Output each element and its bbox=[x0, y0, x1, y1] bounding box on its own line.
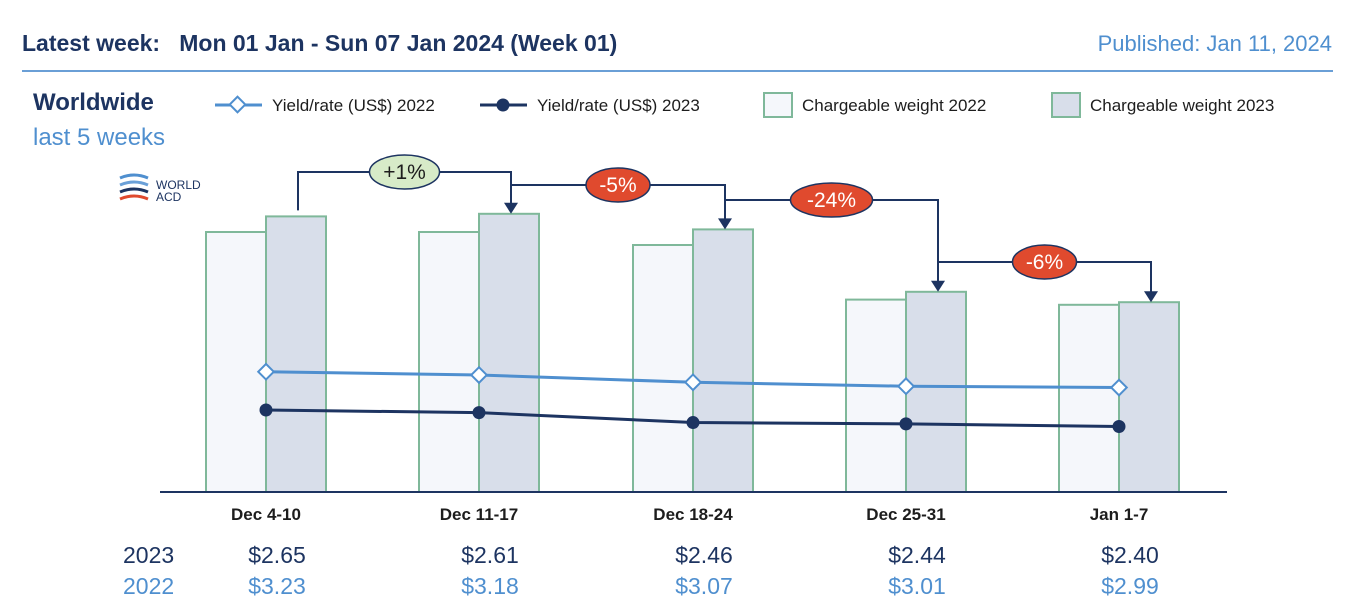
change-badge-label: -6% bbox=[1026, 251, 1063, 274]
plot-area: Dec 4-10 Dec 11-17 Dec 18-24 Dec 25-31 Jan 1… bbox=[123, 155, 1227, 599]
change-badge-label: -5% bbox=[599, 174, 636, 197]
bar-weight-2022 bbox=[419, 232, 479, 492]
bar-weight-2022 bbox=[206, 232, 266, 492]
legend-label-weight-2022: Chargeable weight 2022 bbox=[802, 96, 986, 115]
legend: Yield/rate (US$) 2022 Yield/rate (US$) 2… bbox=[215, 93, 1274, 117]
row-value: $2.46 bbox=[675, 542, 733, 568]
change-arrow-icon bbox=[1144, 291, 1158, 302]
row-value: $2.65 bbox=[248, 542, 306, 568]
legend-diamond-icon bbox=[230, 97, 246, 113]
x-tick-label: Dec 4-10 bbox=[231, 505, 301, 524]
x-tick-label: Dec 11-17 bbox=[440, 505, 518, 524]
bar-weight-2022 bbox=[1059, 305, 1119, 492]
change-badge-label: +1% bbox=[383, 161, 426, 184]
bar-weight-2023 bbox=[1119, 302, 1179, 492]
row-value: $3.18 bbox=[461, 573, 519, 599]
legend-label-weight-2023: Chargeable weight 2023 bbox=[1090, 96, 1274, 115]
point-yield-2023 bbox=[260, 404, 273, 417]
row-value: $3.07 bbox=[675, 573, 733, 599]
logo-line2: ACD bbox=[156, 190, 182, 204]
row-value: $2.40 bbox=[1101, 542, 1159, 568]
point-yield-2023 bbox=[900, 417, 913, 430]
legend-swatch-weight-2023 bbox=[1052, 93, 1080, 117]
row-year-label: 2022 bbox=[123, 573, 174, 599]
point-yield-2023 bbox=[687, 416, 700, 429]
chart: WORLD ACD Yield/rate (US$) 2022 Yield/ra… bbox=[0, 0, 1362, 616]
point-yield-2023 bbox=[1113, 420, 1126, 433]
point-yield-2023 bbox=[473, 406, 486, 419]
world-acd-logo: WORLD ACD bbox=[120, 175, 201, 204]
legend-dot-icon bbox=[497, 99, 510, 112]
bar-weight-2023 bbox=[266, 216, 326, 492]
x-tick-label: Dec 18-24 bbox=[653, 505, 733, 524]
bar-weight-2022 bbox=[846, 300, 906, 492]
row-value: $2.44 bbox=[888, 542, 946, 568]
row-value: $3.01 bbox=[888, 573, 946, 599]
legend-swatch-weight-2022 bbox=[764, 93, 792, 117]
bar-weight-2023 bbox=[479, 214, 539, 492]
bar-weight-2023 bbox=[906, 292, 966, 492]
row-value: $3.23 bbox=[248, 573, 306, 599]
x-tick-label: Jan 1-7 bbox=[1090, 505, 1149, 524]
x-tick-label: Dec 25-31 bbox=[866, 505, 945, 524]
row-value: $2.99 bbox=[1101, 573, 1159, 599]
row-value: $2.61 bbox=[461, 542, 519, 568]
legend-label-yield-2022: Yield/rate (US$) 2022 bbox=[272, 96, 435, 115]
row-year-label: 2023 bbox=[123, 542, 174, 568]
change-badge-label: -24% bbox=[807, 189, 856, 212]
legend-label-yield-2023: Yield/rate (US$) 2023 bbox=[537, 96, 700, 115]
bar-weight-2023 bbox=[693, 229, 753, 492]
bar-weight-2022 bbox=[633, 245, 693, 492]
